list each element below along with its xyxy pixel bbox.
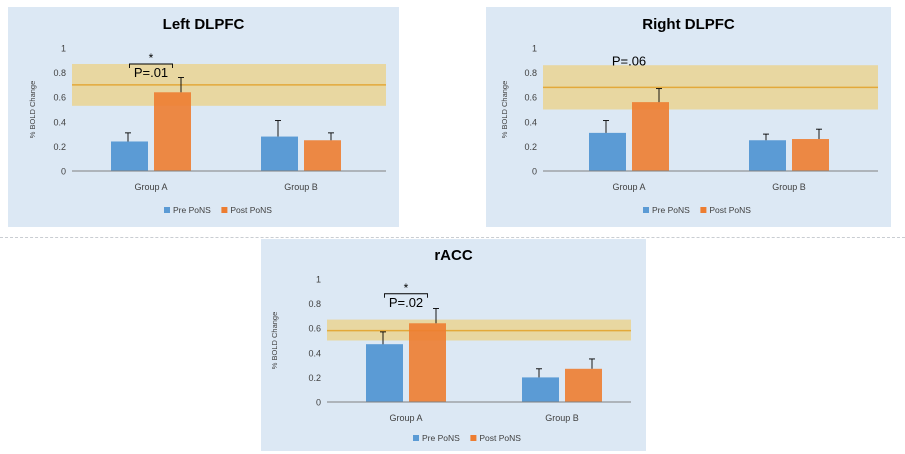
significance-bracket xyxy=(384,293,428,298)
legend-swatch xyxy=(643,207,649,213)
legend-label: Pre PoNS xyxy=(652,205,690,215)
chart-right-dlpfc: Right DLPFC % BOLD Change 0 0.2 0.4 0.6 0.8 1 Gr… xyxy=(500,16,878,215)
legend-swatch xyxy=(700,207,707,213)
bar-post-pons xyxy=(154,92,191,171)
bar-pre-pons xyxy=(366,344,403,402)
legend-swatch xyxy=(221,207,228,213)
bar-pre-pons xyxy=(261,136,298,171)
x-category-label: Group A xyxy=(134,182,167,192)
bar-pre-pons xyxy=(589,132,626,171)
bar-pre-pons xyxy=(749,140,786,171)
chart-panel-left-dlpfc: Left DLPFC % BOLD Change 0 0.2 0.4 0.6 0.8 1 Gro… xyxy=(8,7,399,227)
y-tick-label: 0 xyxy=(316,398,321,408)
panel-divider xyxy=(0,237,905,238)
legend-label: Pre PoNS xyxy=(173,205,211,215)
bar-post-pons xyxy=(565,368,602,402)
y-tick-label: 0.2 xyxy=(524,142,537,152)
x-category-label: Group A xyxy=(612,182,645,192)
y-tick-label: 0.4 xyxy=(524,117,537,127)
y-tick-label: 1 xyxy=(532,44,537,54)
y-axis-label: % BOLD Change xyxy=(500,81,509,139)
chart-panel-right-dlpfc: Right DLPFC % BOLD Change 0 0.2 0.4 0.6 0.8 1 Gr… xyxy=(486,7,891,227)
y-tick-label: 0.8 xyxy=(308,299,321,309)
bar-post-pons xyxy=(409,323,446,402)
y-tick-label: 1 xyxy=(61,44,66,54)
x-category-label: Group B xyxy=(772,182,806,192)
legend-label: Post PoNS xyxy=(230,205,272,215)
bar-post-pons xyxy=(792,139,829,171)
y-tick-label: 0.4 xyxy=(308,348,321,358)
y-axis-label: % BOLD Change xyxy=(270,312,279,370)
significance-star: * xyxy=(404,281,409,295)
x-category-label: Group B xyxy=(545,413,579,423)
y-tick-label: 0 xyxy=(532,167,537,177)
chart-title: Right DLPFC xyxy=(642,16,735,33)
y-axis-label: % BOLD Change xyxy=(28,81,37,139)
p-value-label: P=.01 xyxy=(134,65,168,80)
significance-bracket xyxy=(129,63,173,68)
legend-label: Post PoNS xyxy=(709,205,751,215)
y-tick-label: 1 xyxy=(316,275,321,285)
chart-racc: rACC % BOLD Change 0 0.2 0.4 0.6 0.8 1 Group A Gr… xyxy=(270,247,631,443)
chart-title: Left DLPFC xyxy=(163,16,245,33)
chart-title: rACC xyxy=(434,247,473,264)
p-value-label: P=.06 xyxy=(612,53,646,68)
legend-swatch xyxy=(413,435,419,441)
y-tick-label: 0.4 xyxy=(53,117,66,127)
y-tick-label: 0.6 xyxy=(524,93,537,103)
legend-swatch xyxy=(164,207,170,213)
legend-label: Pre PoNS xyxy=(422,433,460,443)
bar-post-pons xyxy=(632,102,669,171)
y-tick-label: 0.6 xyxy=(308,324,321,334)
y-tick-label: 0.8 xyxy=(53,68,66,78)
legend-label: Post PoNS xyxy=(479,433,521,443)
significance-star: * xyxy=(149,51,154,65)
y-tick-label: 0.2 xyxy=(53,142,66,152)
bar-post-pons xyxy=(304,140,341,171)
y-tick-label: 0.2 xyxy=(308,373,321,383)
p-value-label: P=.02 xyxy=(389,295,423,310)
y-tick-label: 0.8 xyxy=(524,68,537,78)
bar-pre-pons xyxy=(111,141,148,171)
y-tick-label: 0 xyxy=(61,167,66,177)
chart-panel-racc: rACC % BOLD Change 0 0.2 0.4 0.6 0.8 1 Group A Gr… xyxy=(261,239,646,451)
x-category-label: Group B xyxy=(284,182,318,192)
y-tick-label: 0.6 xyxy=(53,93,66,103)
legend-swatch xyxy=(470,435,477,441)
chart-left-dlpfc: Left DLPFC % BOLD Change 0 0.2 0.4 0.6 0.8 1 Gro… xyxy=(28,16,386,215)
x-category-label: Group A xyxy=(389,413,422,423)
bar-pre-pons xyxy=(522,377,559,402)
